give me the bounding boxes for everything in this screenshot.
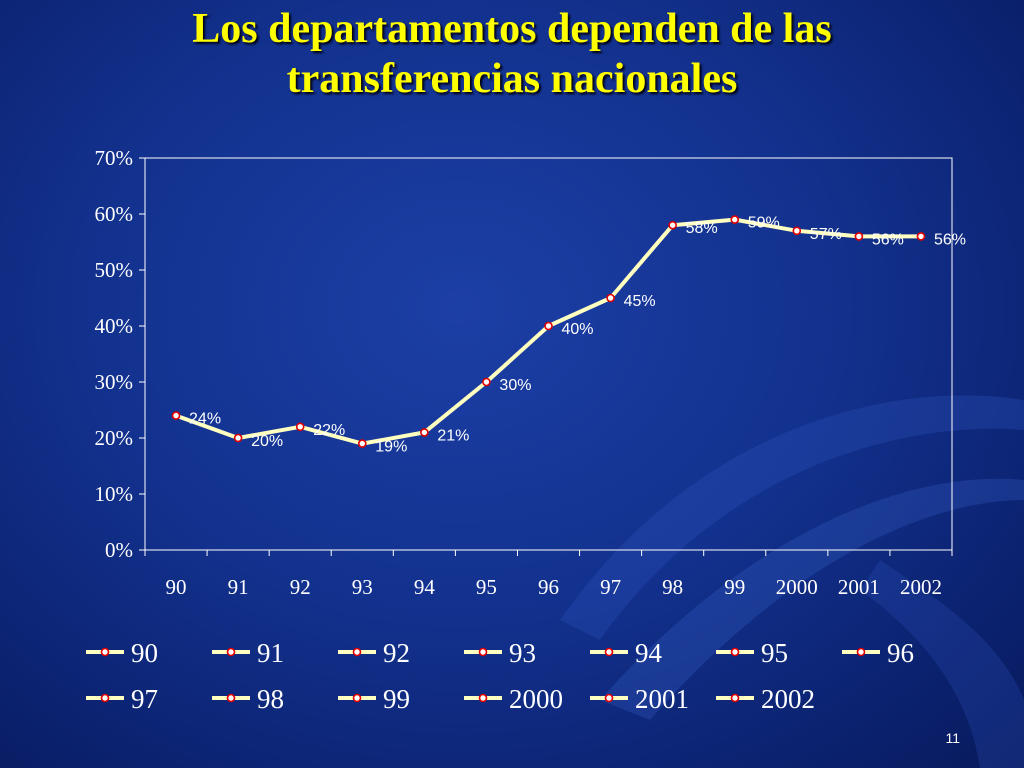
slide-title-line-1: Los departamentos dependen de las — [192, 6, 832, 52]
x-tick-label: 92 — [290, 575, 311, 599]
slide-number: 11 — [945, 730, 960, 746]
legend-swatch-marker — [478, 647, 488, 657]
legend-swatch-marker — [352, 647, 362, 657]
legend-entry: 91 — [257, 638, 284, 668]
legend-swatch-marker — [730, 647, 740, 657]
data-point — [482, 377, 491, 387]
legend-swatch-marker — [604, 693, 614, 703]
x-tick-label: 90 — [166, 575, 187, 599]
data-point — [916, 232, 926, 241]
x-tick-label: 96 — [538, 575, 559, 599]
legend-entry: 96 — [887, 638, 914, 668]
data-label: 19% — [375, 439, 407, 456]
data-label: 22% — [313, 422, 345, 439]
legend-swatch-marker — [100, 647, 110, 657]
data-label: 56% — [934, 231, 966, 248]
data-label: 57% — [810, 226, 842, 243]
data-label: 30% — [499, 377, 531, 394]
legend-entry: 2001 — [635, 684, 689, 714]
y-tick-label: 20% — [95, 426, 134, 450]
legend-entry: 94 — [635, 638, 663, 668]
legend-swatch-marker — [226, 693, 236, 703]
y-tick-label: 30% — [95, 370, 134, 394]
data-label: 59% — [748, 215, 780, 232]
legend-swatch-marker — [226, 647, 236, 657]
y-tick-label: 10% — [95, 482, 134, 506]
y-tick-label: 0% — [105, 538, 133, 562]
data-point — [606, 293, 615, 303]
x-tick-label: 2002 — [900, 575, 942, 599]
legend-swatch-marker — [604, 647, 614, 657]
data-point — [730, 215, 740, 224]
legend-entry: 92 — [383, 638, 410, 668]
legend-entry: 93 — [509, 638, 536, 668]
x-tick-label: 95 — [476, 575, 497, 599]
data-point — [544, 321, 553, 331]
data-label: 21% — [437, 427, 469, 444]
x-tick-label: 2000 — [776, 575, 818, 599]
data-point — [792, 226, 802, 236]
legend-swatch-marker — [730, 693, 740, 703]
y-tick-label: 40% — [95, 314, 134, 338]
data-point — [420, 428, 429, 437]
data-label: 24% — [189, 411, 221, 428]
y-tick-label: 70% — [95, 146, 134, 170]
data-point — [233, 433, 243, 443]
y-tick-label: 50% — [95, 258, 134, 282]
legend-swatch-marker — [100, 693, 110, 703]
legend-entry: 90 — [131, 638, 158, 668]
data-point — [668, 220, 677, 230]
data-point — [854, 232, 864, 241]
x-tick-label: 91 — [228, 575, 249, 599]
x-tick-label: 97 — [600, 575, 621, 599]
slide-title-line-2: transferencias nacionales — [286, 56, 738, 102]
x-tick-label: 99 — [724, 575, 745, 599]
legend-entry: 98 — [257, 684, 284, 714]
legend-swatch-marker — [352, 693, 362, 703]
data-label: 58% — [686, 220, 718, 237]
data-point — [295, 422, 305, 432]
legend-swatch-marker — [478, 693, 488, 703]
data-label: 56% — [872, 231, 904, 248]
series-line — [175, 217, 921, 446]
y-tick-label: 60% — [95, 202, 134, 226]
legend-entry: 99 — [383, 684, 410, 714]
legend-swatch-marker — [856, 647, 866, 657]
legend-entry: 2000 — [509, 684, 563, 714]
data-label: 45% — [624, 293, 656, 310]
legend-entry: 97 — [131, 684, 158, 714]
data-point — [357, 439, 367, 448]
legend-entry: 2002 — [761, 684, 815, 714]
x-tick-label: 2001 — [838, 575, 880, 599]
legend-entry: 95 — [761, 638, 788, 668]
data-label: 20% — [251, 433, 283, 450]
plot-area-frame — [144, 157, 953, 551]
x-tick-label: 93 — [352, 575, 373, 599]
x-tick-label: 94 — [414, 575, 436, 599]
slide-title: Los departamentos dependen de las transf… — [0, 4, 1024, 104]
data-point — [171, 411, 181, 420]
data-label: 40% — [562, 321, 594, 338]
x-tick-label: 98 — [662, 575, 683, 599]
